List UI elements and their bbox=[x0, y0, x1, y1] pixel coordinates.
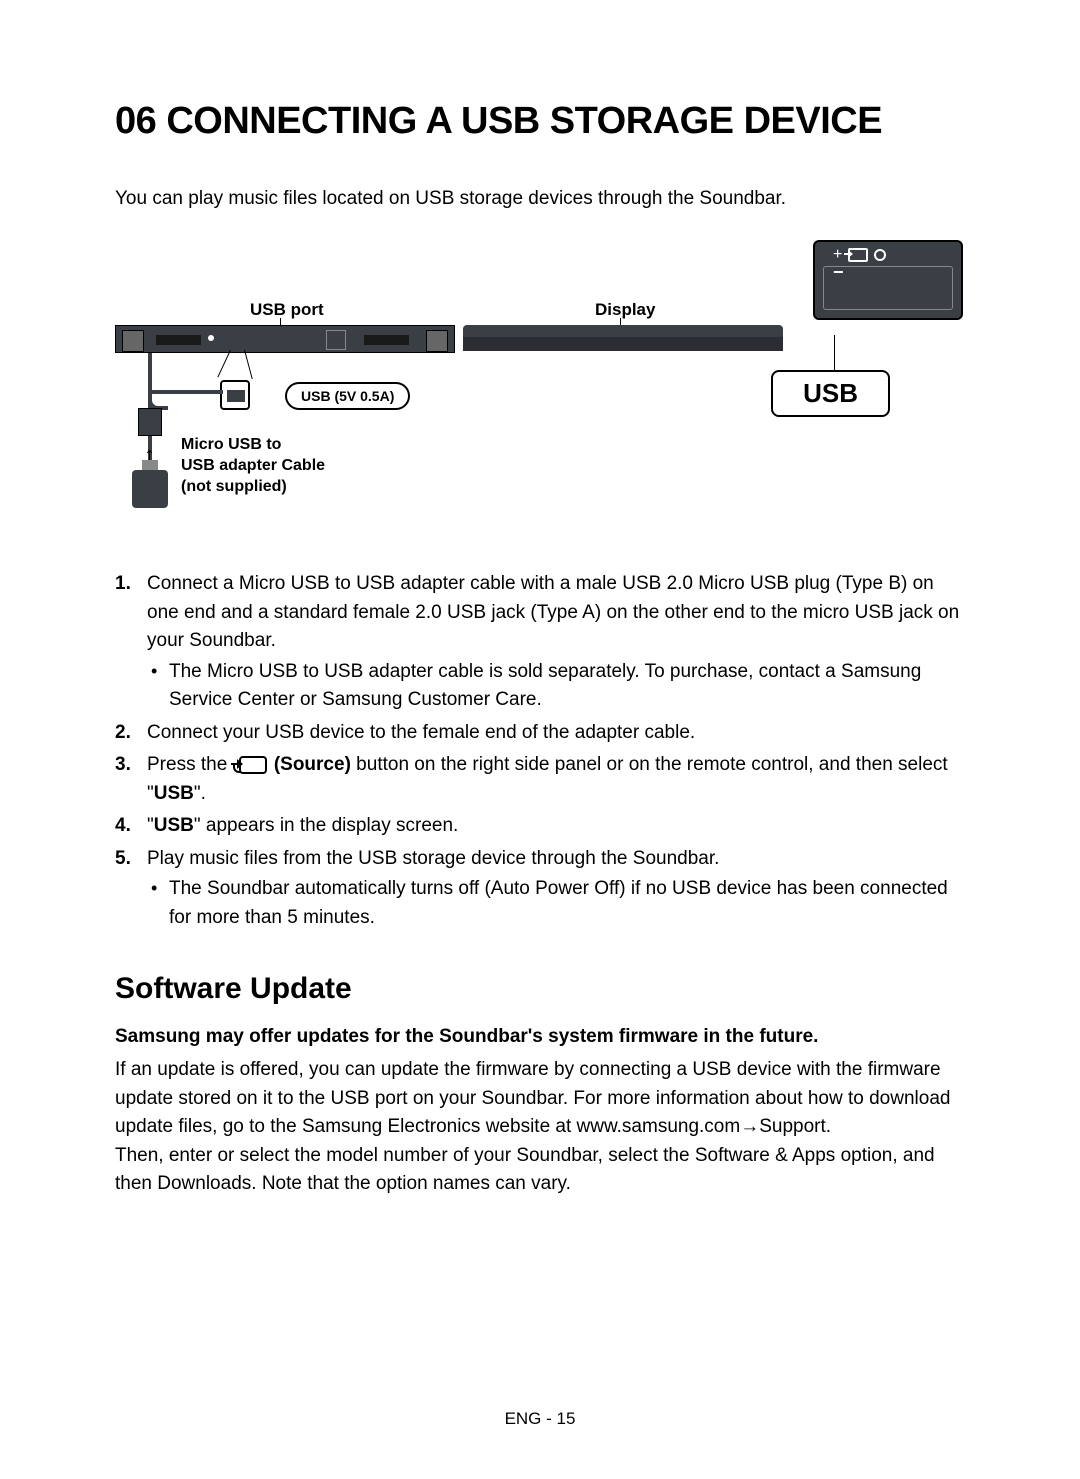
usb-port-label: USB port bbox=[250, 300, 324, 320]
soundbar-front-icon bbox=[463, 325, 783, 337]
subsection-title: Software Update bbox=[115, 972, 965, 1006]
usb-spec-label: USB (5V 0.5A) bbox=[285, 382, 410, 410]
step-2: Connect your USB device to the female en… bbox=[115, 719, 965, 748]
step-3: Press the (Source) button on the right s… bbox=[115, 751, 965, 808]
step-text: Play music files from the USB storage de… bbox=[147, 848, 719, 869]
diagram: USB port Display + − USB (5V 0.5A) ↑ Mic… bbox=[115, 240, 965, 550]
display-label: Display bbox=[595, 300, 655, 320]
usb-plug-icon bbox=[138, 408, 162, 436]
source-label: (Source) bbox=[269, 754, 351, 775]
step-5-note: The Soundbar automatically turns off (Au… bbox=[147, 875, 965, 932]
step-text: " appears in the display screen. bbox=[194, 815, 458, 836]
step-1-note: The Micro USB to USB adapter cable is so… bbox=[147, 658, 965, 715]
step-text: button on the right side panel or on the… bbox=[147, 754, 948, 804]
step-text: ". bbox=[194, 783, 206, 804]
usb-badge: USB bbox=[771, 370, 890, 417]
label-line: USB adapter Cable bbox=[181, 456, 325, 477]
step-text: Press the bbox=[147, 754, 233, 775]
label-line: (not supplied) bbox=[181, 477, 325, 498]
source-icon bbox=[848, 248, 868, 262]
step-4: "USB" appears in the display screen. bbox=[115, 812, 965, 841]
callout-line bbox=[244, 350, 253, 379]
step-text: " bbox=[147, 815, 154, 836]
step-1: Connect a Micro USB to USB adapter cable… bbox=[115, 570, 965, 715]
callout-line bbox=[834, 335, 835, 373]
label-line: Micro USB to bbox=[181, 435, 325, 456]
soundbar-back-icon bbox=[115, 325, 455, 353]
power-icon bbox=[874, 249, 886, 261]
usb-text: USB bbox=[154, 783, 194, 804]
page-footer: ENG - 15 bbox=[0, 1409, 1080, 1429]
usb-port-zoom-icon bbox=[220, 380, 250, 410]
intro-text: You can play music files located on USB … bbox=[115, 188, 965, 210]
source-icon bbox=[239, 756, 267, 774]
micro-usb-label: Micro USB to USB adapter Cable (not supp… bbox=[181, 435, 325, 497]
tv-icon: + − bbox=[813, 240, 963, 320]
usb-text: USB bbox=[154, 815, 194, 836]
section-title: 06 CONNECTING A USB STORAGE DEVICE bbox=[115, 100, 965, 143]
update-bold: Samsung may offer updates for the Soundb… bbox=[115, 1026, 965, 1048]
usb-stick-icon bbox=[132, 470, 168, 508]
update-body: Then, enter or select the model number o… bbox=[115, 1142, 965, 1199]
step-text: Connect a Micro USB to USB adapter cable… bbox=[147, 573, 959, 651]
step-5: Play music files from the USB storage de… bbox=[115, 845, 965, 933]
callout-line bbox=[217, 350, 231, 378]
steps-list: Connect a Micro USB to USB adapter cable… bbox=[115, 570, 965, 932]
update-body: If an update is offered, you can update … bbox=[115, 1056, 965, 1142]
